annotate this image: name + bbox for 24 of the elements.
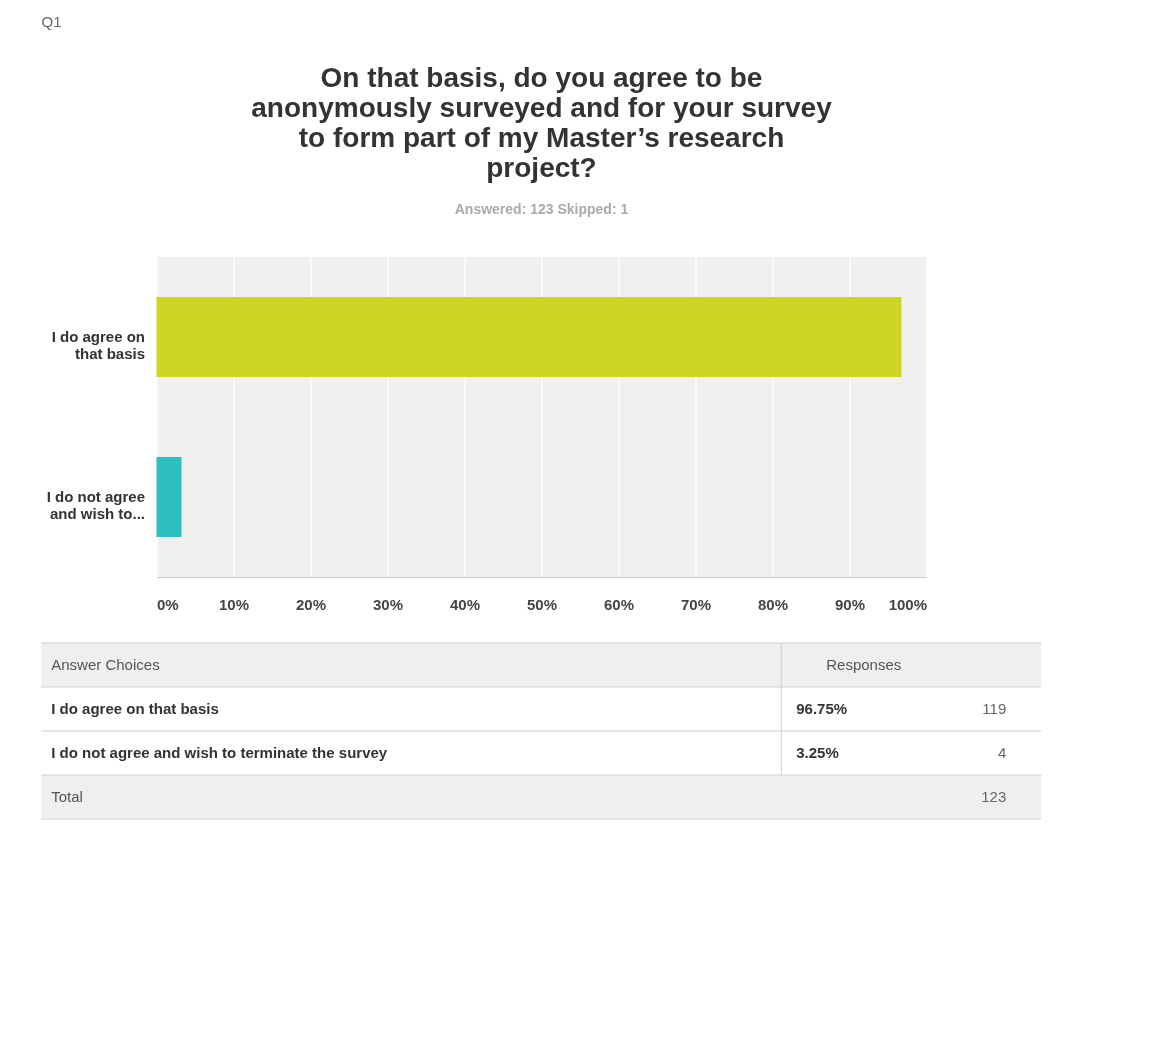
x-tick-label: 20%	[295, 595, 327, 613]
y-tick-label: I do not agree and wish to...	[46, 488, 145, 522]
text: 123	[981, 788, 1007, 805]
text: Q1	[41, 13, 62, 30]
text: 119	[982, 700, 1007, 717]
text: I do not agree and wish to terminate the survey	[51, 744, 388, 761]
text: 96.75%	[796, 700, 848, 717]
text: 4	[997, 744, 1007, 761]
x-tick-label: 100%	[888, 595, 927, 613]
x-tick-label: 70%	[680, 595, 712, 613]
x-tick-label: 40%	[449, 595, 481, 613]
chart-title: On that basis, do you agree to be anonymously surveyed and for your survey to form part of my Master’s research project?	[251, 62, 833, 183]
text: 3.25%	[796, 744, 839, 761]
chart-subtitle: Answered: 123 Skipped: 1	[454, 201, 629, 217]
x-tick-label: 50%	[526, 595, 558, 613]
text: Answer Choices	[51, 656, 160, 673]
x-tick-label: 90%	[834, 595, 866, 613]
x-tick-label: 80%	[757, 595, 789, 613]
text: Responses	[826, 656, 902, 673]
x-tick-label: 60%	[603, 595, 635, 613]
x-tick-label: 10%	[218, 595, 250, 613]
text: Total	[51, 788, 83, 805]
x-tick-label: 30%	[372, 595, 404, 613]
x-tick-label: 0%	[157, 595, 179, 613]
